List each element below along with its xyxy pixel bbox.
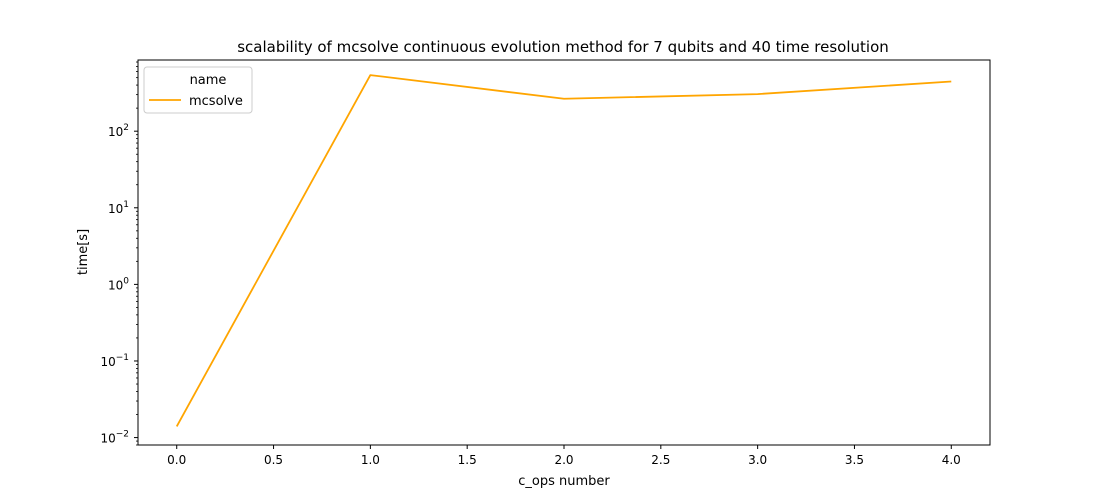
x-axis: 0.0 0.5 1.0 1.5 2.0 2.5 3.0 3.5 4.0 <box>167 445 961 467</box>
x-tick-label: 4.0 <box>942 453 961 467</box>
plot-frame <box>137 59 991 446</box>
x-axis-label: c_ops number <box>518 474 610 489</box>
x-tick-label: 0.5 <box>264 453 283 467</box>
x-tick-label: 2.0 <box>554 453 573 467</box>
y-tick-label: 100 <box>108 276 129 292</box>
x-tick-label: 2.5 <box>651 453 670 467</box>
y-tick-label: 10−2 <box>100 430 129 446</box>
y-tick-label: 101 <box>108 200 129 216</box>
x-tick-label: 0.0 <box>167 453 186 467</box>
series-line-mcsolve <box>175 74 952 427</box>
legend-box <box>143 66 253 114</box>
y-tick-label: 102 <box>108 123 129 139</box>
y-axis: 10−2 10−1 100 101 102 <box>100 61 138 446</box>
x-tick-label: 3.0 <box>748 453 767 467</box>
x-tick-label: 3.5 <box>845 453 864 467</box>
legend: name mcsolve <box>143 66 253 114</box>
x-tick-label: 1.5 <box>458 453 477 467</box>
y-axis-label: time[s] <box>76 229 91 275</box>
y-tick-label: 10−1 <box>100 353 129 369</box>
x-tick-label: 1.0 <box>361 453 380 467</box>
legend-entry-mcsolve: mcsolve <box>189 94 243 109</box>
legend-title: name <box>190 73 227 88</box>
plot-area <box>175 74 952 427</box>
chart-title: scalability of mcsolve continuous evolut… <box>237 38 889 56</box>
